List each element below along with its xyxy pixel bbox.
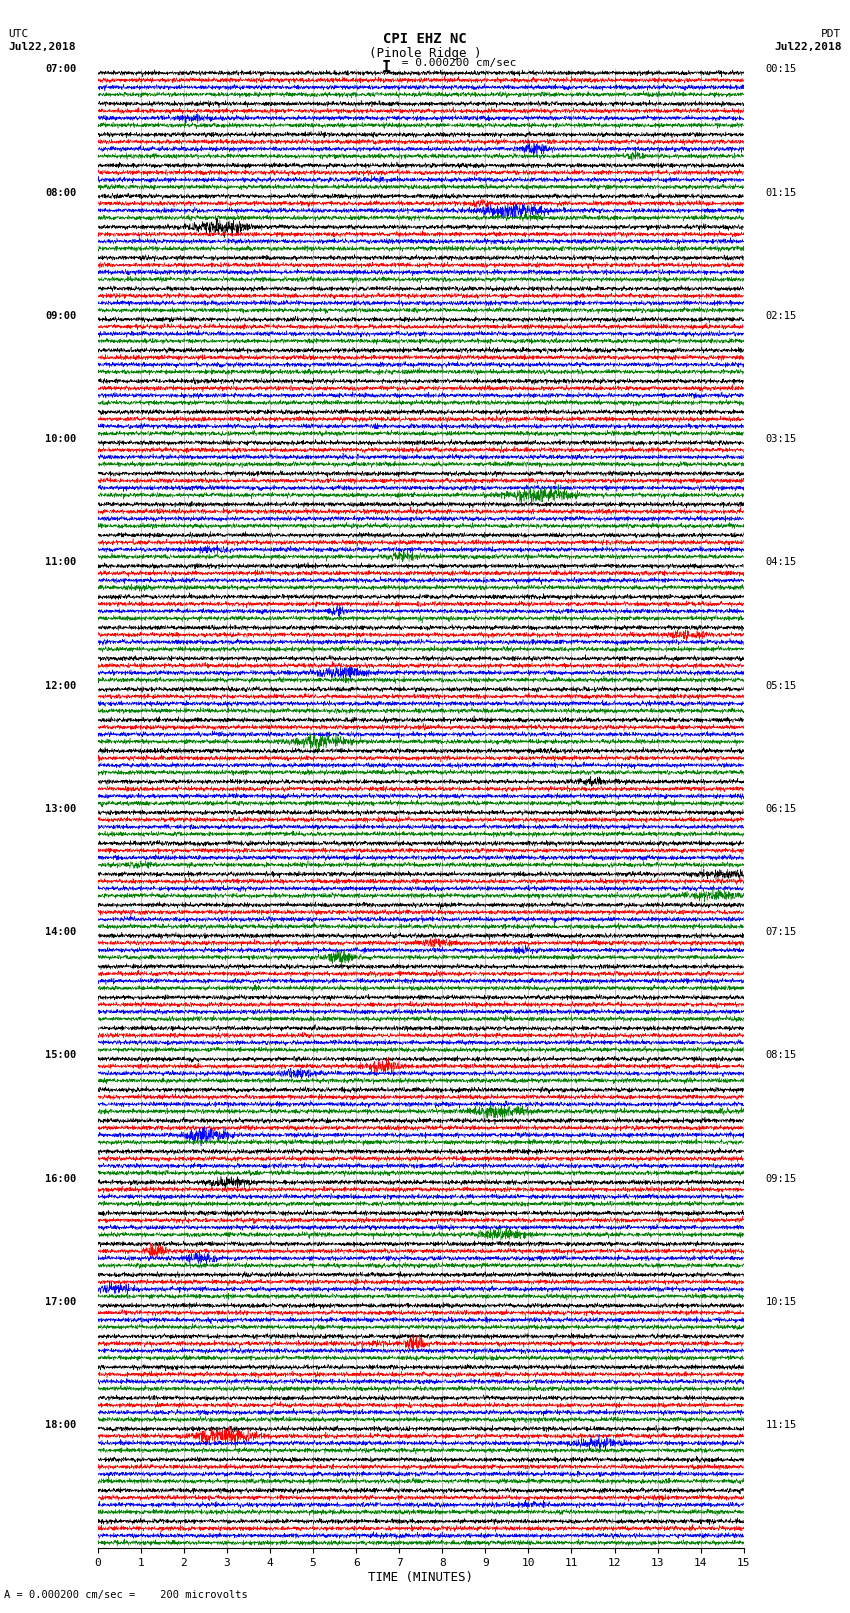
Text: 16:00: 16:00	[45, 1174, 76, 1184]
Text: 07:15: 07:15	[765, 927, 796, 937]
Text: 08:15: 08:15	[765, 1050, 796, 1060]
Text: 18:00: 18:00	[45, 1419, 76, 1431]
Text: 12:00: 12:00	[45, 681, 76, 690]
Text: 10:00: 10:00	[45, 434, 76, 444]
X-axis label: TIME (MINUTES): TIME (MINUTES)	[368, 1571, 473, 1584]
Text: 01:15: 01:15	[765, 187, 796, 198]
Text: 11:00: 11:00	[45, 558, 76, 568]
Text: 14:00: 14:00	[45, 927, 76, 937]
Text: 13:00: 13:00	[45, 803, 76, 815]
Text: Jul22,2018: Jul22,2018	[774, 42, 842, 52]
Text: 10:15: 10:15	[765, 1297, 796, 1307]
Text: I: I	[382, 60, 391, 74]
Text: 08:00: 08:00	[45, 187, 76, 198]
Text: 09:15: 09:15	[765, 1174, 796, 1184]
Text: PDT: PDT	[821, 29, 842, 39]
Text: 15:00: 15:00	[45, 1050, 76, 1060]
Text: 00:15: 00:15	[765, 65, 796, 74]
Text: 05:15: 05:15	[765, 681, 796, 690]
Text: 17:00: 17:00	[45, 1297, 76, 1307]
Text: 02:15: 02:15	[765, 311, 796, 321]
Text: 03:15: 03:15	[765, 434, 796, 444]
Text: 07:00: 07:00	[45, 65, 76, 74]
Text: = 0.000200 cm/sec: = 0.000200 cm/sec	[395, 58, 517, 68]
Text: Jul22,2018: Jul22,2018	[8, 42, 76, 52]
Text: UTC: UTC	[8, 29, 29, 39]
Text: 04:15: 04:15	[765, 558, 796, 568]
Text: 09:00: 09:00	[45, 311, 76, 321]
Text: 06:15: 06:15	[765, 803, 796, 815]
Text: A = 0.000200 cm/sec =    200 microvolts: A = 0.000200 cm/sec = 200 microvolts	[4, 1590, 248, 1600]
Text: 11:15: 11:15	[765, 1419, 796, 1431]
Text: CPI EHZ NC: CPI EHZ NC	[383, 32, 467, 47]
Text: (Pinole Ridge ): (Pinole Ridge )	[369, 47, 481, 60]
